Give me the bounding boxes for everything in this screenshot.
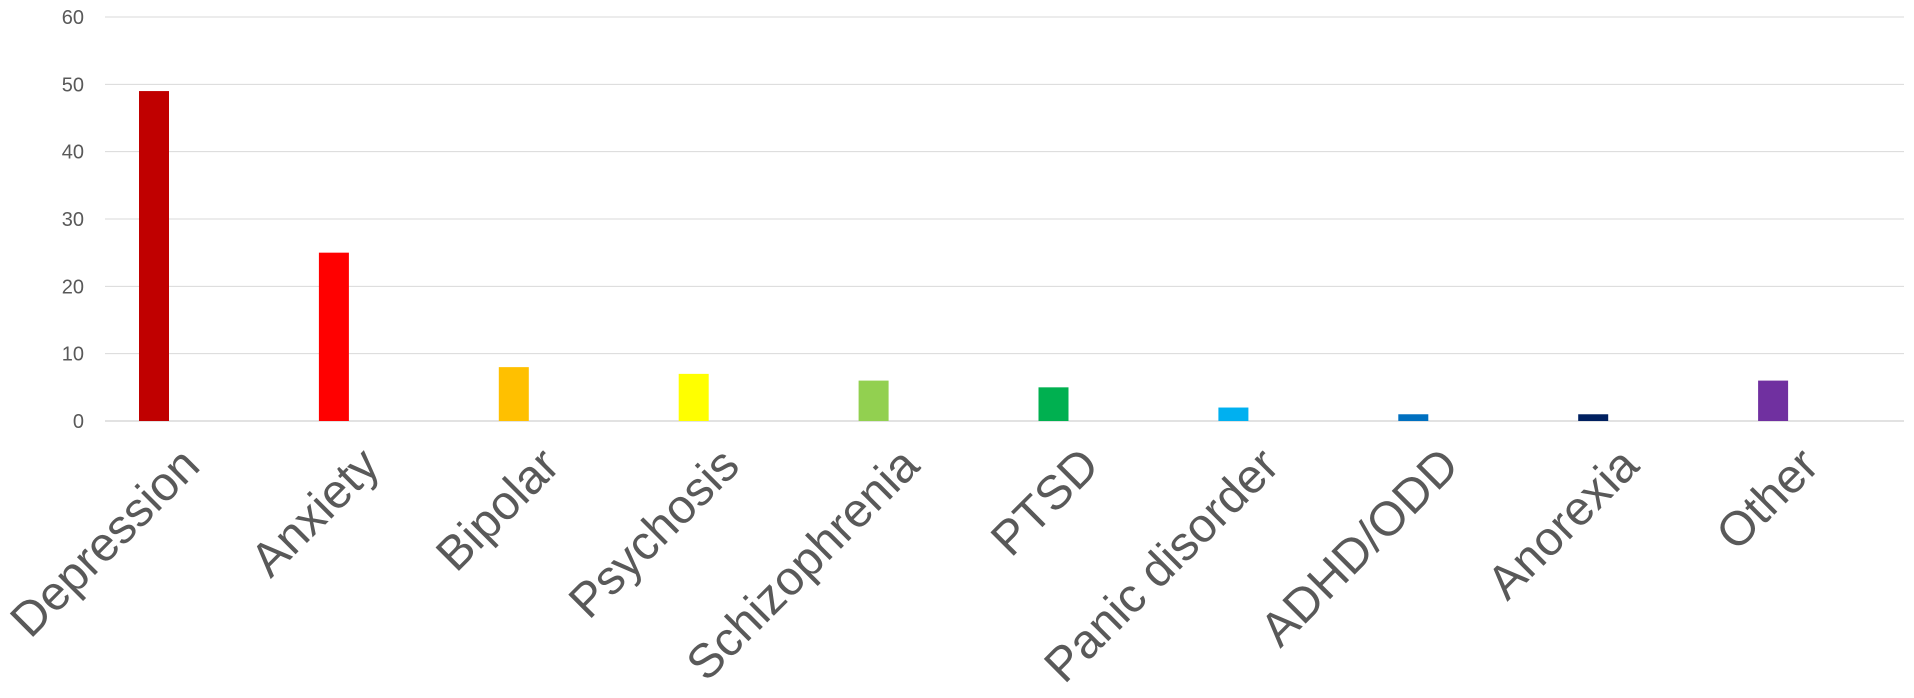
bar-panic-disorder: [1218, 407, 1249, 421]
x-tick-label: Psychosis: [559, 438, 749, 628]
bar-psychosis: [678, 373, 709, 421]
bars: [139, 91, 1789, 422]
x-tick-label: Depression: [1, 438, 210, 647]
bar-adhd-odd: [1398, 414, 1429, 421]
y-tick-label: 10: [62, 344, 84, 366]
bar-schizophrenia: [858, 380, 889, 421]
x-axis-ticks: Depression Anxiety BipolarPsychosisSchizop…: [1, 438, 1829, 693]
gridlines: [105, 16, 1904, 422]
bar-depression: [139, 91, 169, 422]
y-tick-label: 20: [62, 276, 84, 298]
y-tick-label: 30: [62, 209, 84, 231]
x-tick-label: Other: [1707, 438, 1829, 560]
y-tick-label: 0: [73, 411, 84, 433]
x-tick-label: Anorexia: [1478, 438, 1650, 610]
bar-anxiety: [318, 252, 349, 421]
x-tick-label: Bipolar: [426, 438, 569, 581]
y-tick-label: 40: [62, 142, 84, 164]
y-tick-label: 50: [62, 74, 84, 96]
y-tick-label: 60: [62, 7, 84, 29]
x-tick-label: Anxiety: [241, 438, 390, 587]
bar-bipolar: [498, 367, 529, 421]
x-tick-label: PTSD: [981, 438, 1109, 566]
bar-anorexia: [1578, 414, 1609, 421]
bar-ptsd: [1038, 387, 1069, 421]
bar-other: [1758, 380, 1789, 421]
y-axis-ticks: 0 10 20 30 40 50 60: [62, 7, 84, 433]
